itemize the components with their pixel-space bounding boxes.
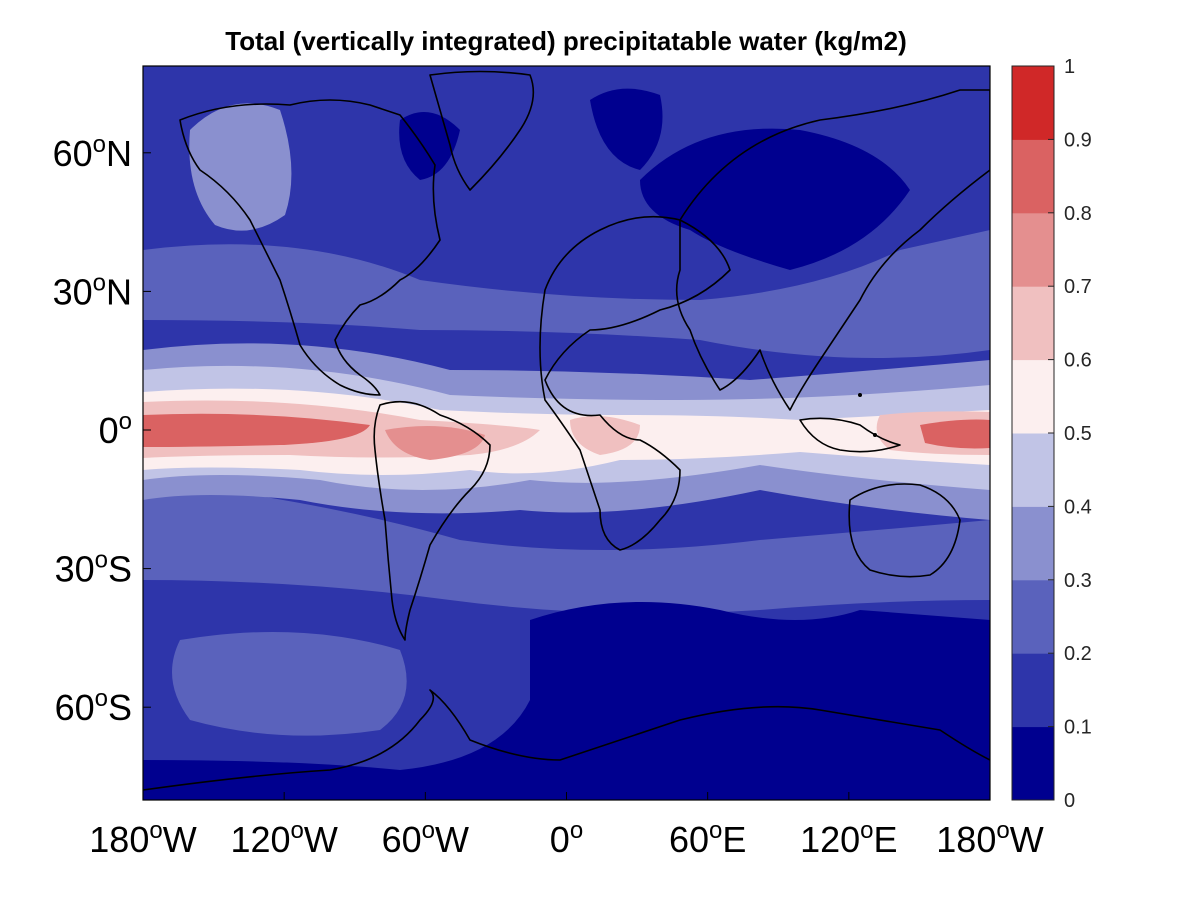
colorbar-bin bbox=[1012, 653, 1054, 728]
coastline-asia bbox=[675, 89, 990, 411]
axis-tick-label: 60oS bbox=[55, 685, 132, 728]
coastlines bbox=[143, 70, 990, 791]
contour-patch bbox=[143, 230, 990, 358]
colorbar: 0 0.1 0.2 0.3 0.4 0.5 0.6 0.7 0.8 0.9 1 bbox=[1011, 56, 1092, 812]
map-title: Total (vertically integrated) precipitat… bbox=[225, 26, 906, 56]
map-area bbox=[143, 66, 990, 800]
colorbar-tick-label: 1 bbox=[1064, 56, 1075, 78]
axis-tick-label: 30oN bbox=[53, 269, 132, 312]
island-marker bbox=[858, 393, 862, 397]
island-marker bbox=[873, 433, 877, 437]
colorbar-bin bbox=[1012, 506, 1054, 581]
coastline-antarctica bbox=[143, 689, 990, 791]
coastline-eurafrica bbox=[539, 215, 731, 551]
colorbar-tick-label: 0.1 bbox=[1064, 717, 1092, 739]
axis-tick-label: 0o bbox=[550, 817, 583, 860]
colorbar-bin bbox=[1012, 726, 1054, 801]
colorbar-tick-label: 0.4 bbox=[1064, 496, 1092, 518]
axis-tick-label: 60oW bbox=[382, 817, 469, 860]
axis-tick-label: 60oN bbox=[53, 131, 132, 174]
coastline-north-america bbox=[179, 99, 441, 396]
colorbar-tick-label: 0 bbox=[1064, 790, 1075, 812]
contour-patch bbox=[920, 419, 990, 449]
axis-tick-label: 120oE bbox=[800, 817, 897, 860]
colorbar-tick-label: 0.3 bbox=[1064, 570, 1092, 592]
coastline-south-america bbox=[373, 400, 491, 641]
colorbar-tick-label: 0.9 bbox=[1064, 129, 1092, 151]
colorbar-bin bbox=[1012, 433, 1054, 507]
colorbar-bin bbox=[1012, 286, 1054, 361]
colorbar-bin bbox=[1012, 66, 1054, 140]
colorbar-bin bbox=[1012, 579, 1054, 654]
contour-patch bbox=[590, 88, 663, 170]
axis-tick-label: 0o bbox=[99, 408, 132, 451]
colorbar-tick-label: 0.7 bbox=[1064, 276, 1092, 298]
contour-patch bbox=[640, 128, 910, 270]
axis-tick-label: 30oS bbox=[55, 547, 132, 590]
colorbar-tick-label: 0.5 bbox=[1064, 423, 1092, 445]
contour-patch bbox=[189, 103, 292, 231]
axis-tick-label: 180oW bbox=[936, 817, 1043, 860]
contour-patch bbox=[143, 480, 990, 614]
contour-field bbox=[143, 88, 990, 800]
colorbar-tick-label: 0.6 bbox=[1064, 350, 1092, 372]
longitude-ticks: 180oW 120oW 60oW 0o 60oE 120oE 180oW bbox=[89, 792, 1044, 860]
axis-tick-label: 60oE bbox=[669, 817, 746, 860]
colorbar-bin bbox=[1012, 139, 1054, 214]
contour-patch bbox=[385, 426, 485, 460]
colorbar-tick-label: 0.8 bbox=[1064, 203, 1092, 225]
coastline-australia bbox=[848, 483, 961, 578]
coastline-greenland bbox=[429, 70, 535, 191]
colorbar-bin bbox=[1012, 212, 1054, 287]
coastline-indonesia bbox=[799, 417, 901, 453]
contour-patch bbox=[143, 413, 370, 447]
axis-tick-label: 180oW bbox=[89, 817, 196, 860]
contour-patch bbox=[143, 602, 990, 800]
colorbar-bin bbox=[1012, 359, 1054, 434]
contour-patch bbox=[172, 632, 407, 736]
latitude-ticks: 60oN 30oN 0o 30oS 60oS bbox=[53, 131, 151, 728]
contour-patch bbox=[570, 416, 640, 455]
colorbar-tick-label: 0.2 bbox=[1064, 643, 1092, 665]
axis-tick-label: 120oW bbox=[230, 817, 337, 860]
